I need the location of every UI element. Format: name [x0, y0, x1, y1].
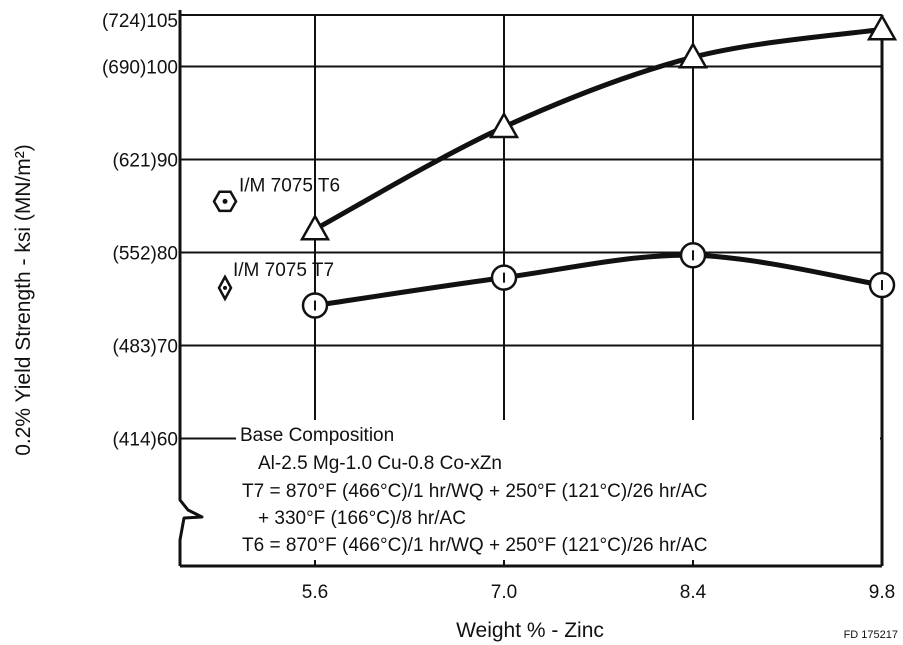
y-tick-labels: (414)60 (483)70 (552)80 (621)90 (690)100 (724…: [102, 11, 178, 451]
ref-point-0-marker-dot: [222, 198, 228, 204]
note-line-2: T7 = 870°F (466°C)/1 hr/WQ + 250°F (121°…: [242, 481, 707, 502]
series-0-point-2: [677, 41, 709, 69]
series-1-line: [312, 252, 885, 309]
ref-point-1-label: I/M 7075 T7: [233, 260, 334, 281]
y-axis-line-with-break: [178, 10, 204, 566]
reference-points: I/M 7075 T6 I/M 7075 T7: [212, 175, 340, 302]
y-tick-label: (552)80: [113, 244, 179, 265]
x-tick-label: 8.4: [680, 582, 707, 603]
y-tick-label: (483)70: [113, 337, 179, 358]
y-tick-label: (724)105: [102, 11, 178, 32]
ref-point-1-marker-dot: [223, 285, 227, 290]
composition-note: Base Composition Al-2.5 Mg-1.0 Cu-0.8 Co-…: [236, 420, 880, 560]
x-tick-labels: 5.6 7.0 8.4 9.8: [302, 582, 895, 603]
ref-point-0-label: I/M 7075 T6: [239, 175, 340, 196]
x-tick-label: 9.8: [869, 582, 895, 603]
series-0-line: [312, 26, 885, 232]
y-tick-label: (690)100: [102, 58, 178, 79]
y-axis-title: 0.2% Yield Strength - ksi (MN/m²): [12, 144, 35, 456]
note-line-4: T6 = 870°F (466°C)/1 hr/WQ + 250°F (121°…: [242, 535, 707, 556]
x-tick-label: 7.0: [491, 582, 517, 603]
series-0-point-0: [299, 213, 331, 241]
series-0-point-1: [488, 111, 520, 139]
x-axis-title: Weight % - Zinc: [456, 619, 604, 642]
note-line-3: + 330°F (166°C)/8 hr/AC: [258, 508, 466, 529]
series-layer: [299, 13, 898, 319]
note-line-1: Al-2.5 Mg-1.0 Cu-0.8 Co-xZn: [258, 453, 502, 474]
y-tick-label: (621)90: [113, 151, 179, 172]
figure-id: FD 175217: [844, 629, 898, 641]
note-line-0: Base Composition: [240, 425, 394, 446]
series-0-point-3: [866, 13, 898, 41]
y-tick-label: (414)60: [113, 430, 179, 451]
plot-frame: [178, 10, 884, 568]
x-tick-label: 5.6: [302, 582, 328, 603]
note-background: [236, 420, 880, 560]
